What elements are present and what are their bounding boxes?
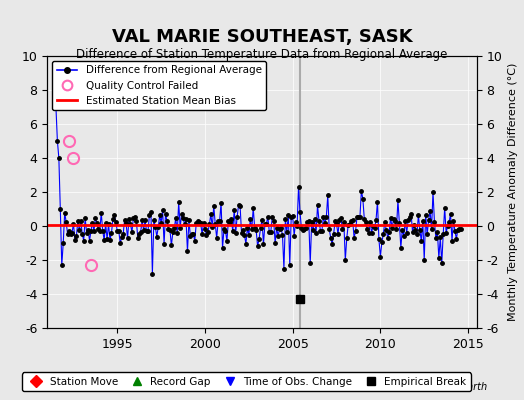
Text: Berkeley Earth: Berkeley Earth bbox=[415, 382, 487, 392]
Text: VAL MARIE SOUTHEAST, SASK: VAL MARIE SOUTHEAST, SASK bbox=[112, 28, 412, 46]
Text: Difference of Station Temperature Data from Regional Average: Difference of Station Temperature Data f… bbox=[77, 48, 447, 61]
Y-axis label: Monthly Temperature Anomaly Difference (°C): Monthly Temperature Anomaly Difference (… bbox=[508, 63, 518, 321]
Legend: Difference from Regional Average, Quality Control Failed, Estimated Station Mean: Difference from Regional Average, Qualit… bbox=[52, 61, 266, 110]
Legend: Station Move, Record Gap, Time of Obs. Change, Empirical Break: Station Move, Record Gap, Time of Obs. C… bbox=[22, 372, 471, 391]
